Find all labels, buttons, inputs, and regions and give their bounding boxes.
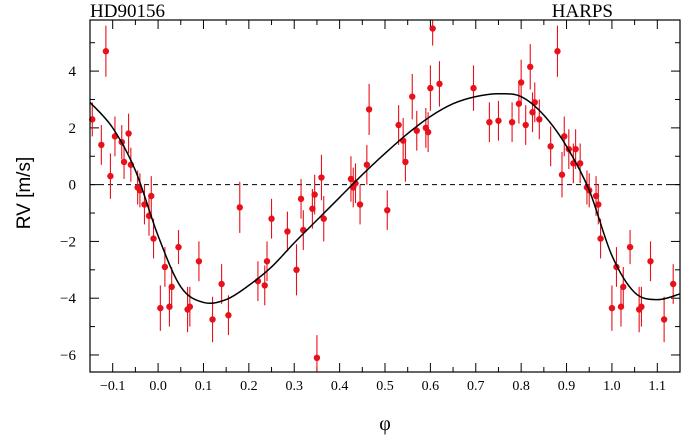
x-tick-label: 0.1	[195, 379, 213, 394]
data-point	[522, 121, 529, 129]
data-point	[356, 201, 364, 208]
y-axis-label: RV [m/s]	[14, 157, 35, 230]
data-point	[413, 127, 420, 134]
data-point	[427, 84, 434, 92]
data-point	[98, 141, 105, 149]
data-point	[161, 263, 169, 271]
x-axis-label: φ	[379, 413, 391, 435]
x-tick-label: 0.0	[149, 379, 167, 394]
data-point	[284, 228, 291, 235]
data-point	[617, 303, 625, 310]
x-tick-label: 1.1	[649, 379, 667, 394]
data-point	[608, 304, 616, 312]
data-point	[576, 160, 584, 167]
x-tick-label: 0.4	[331, 379, 349, 394]
data-point	[363, 161, 371, 168]
x-tick-label: 0.9	[558, 379, 576, 394]
data-point	[424, 128, 432, 136]
data-point	[218, 280, 225, 288]
data-point	[120, 158, 128, 166]
y-tick-label: −2	[60, 234, 76, 250]
data-point	[515, 100, 523, 107]
data-point	[436, 80, 443, 88]
star-label: HD90156	[90, 1, 165, 22]
data-point	[157, 304, 164, 312]
data-point	[166, 303, 173, 310]
x-tick-label: 0.7	[467, 379, 485, 394]
data-point	[168, 283, 175, 291]
data-point	[320, 215, 327, 222]
data-point	[597, 235, 604, 242]
data-point	[669, 280, 677, 288]
data-point	[638, 303, 645, 310]
y-tick-label: 0	[69, 178, 77, 194]
data-point	[263, 258, 271, 265]
data-point	[318, 174, 325, 181]
x-tick-label: 0.2	[240, 379, 258, 394]
data-point	[225, 312, 232, 319]
data-point	[527, 63, 534, 71]
data-point	[209, 316, 216, 323]
data-point	[236, 204, 243, 211]
plot-content: −0.1 0.0 0.1 0.2 0.3 0.4 0.5 0.6 0.7 0.8 0.9 1.0 1.1…	[60, 20, 681, 394]
data-point	[660, 316, 668, 323]
data-point	[352, 180, 359, 187]
data-point	[508, 118, 516, 126]
data-point	[517, 79, 525, 86]
data-point	[495, 117, 502, 124]
data-point	[592, 192, 600, 200]
data-point	[347, 175, 355, 183]
data-point	[547, 143, 554, 150]
y-tick-label: 4	[69, 64, 77, 80]
data-point	[620, 283, 627, 291]
data-point	[486, 118, 493, 126]
data-point	[429, 25, 436, 32]
y-tick-label: 2	[69, 121, 77, 137]
instrument-label: HARPS	[552, 1, 613, 22]
data-point	[195, 258, 203, 265]
data-point	[313, 354, 321, 362]
plot-frame	[89, 19, 681, 373]
data-point	[409, 93, 416, 100]
x-tick-label: 0.8	[512, 379, 530, 394]
data-point	[102, 48, 110, 55]
data-point	[536, 116, 543, 123]
y-tick-label: −6	[60, 348, 76, 364]
data-point	[261, 282, 268, 289]
data-point	[107, 172, 114, 180]
model-curve	[89, 93, 681, 305]
data-point	[647, 258, 654, 265]
data-point	[554, 48, 561, 55]
data-point	[311, 191, 318, 198]
data-point	[384, 206, 391, 214]
data-point	[595, 201, 602, 208]
data-point	[297, 195, 305, 203]
data-point	[125, 130, 132, 137]
data-point	[150, 235, 157, 242]
y-tick-label: −4	[60, 291, 76, 307]
data-point	[558, 171, 566, 178]
data-point	[395, 121, 402, 129]
data-point	[470, 84, 477, 92]
data-point	[268, 215, 275, 222]
data-point	[186, 303, 194, 310]
data-point	[148, 192, 155, 200]
data-point	[365, 106, 373, 113]
data-point	[626, 243, 634, 251]
data-point	[572, 145, 579, 153]
data-point	[293, 266, 300, 274]
data-point	[529, 109, 536, 116]
x-tick-label: 0.5	[376, 379, 394, 394]
data-point	[309, 205, 316, 212]
x-tick-label: −0.1	[100, 379, 125, 394]
data-point	[402, 158, 409, 166]
x-tick-label: 0.6	[422, 379, 440, 394]
x-tick-label: 0.3	[285, 379, 303, 394]
data-point	[561, 133, 568, 140]
data-point	[89, 116, 96, 123]
data-point	[175, 243, 182, 251]
x-tick-label: 1.0	[603, 379, 621, 394]
